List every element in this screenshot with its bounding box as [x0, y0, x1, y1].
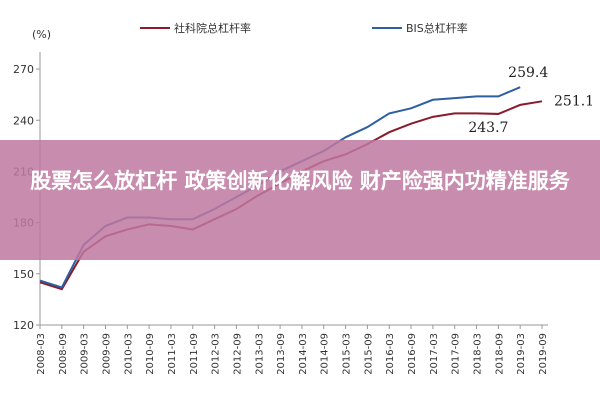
x-tick-label: 2010-03	[123, 333, 134, 375]
x-tick-label: 2015-09	[363, 333, 374, 375]
data-label: 251.1	[554, 93, 594, 109]
x-tick-label: 2016-09	[407, 333, 418, 375]
banner: 股票怎么放杠杆 政策创新化解风险 财产险强内功精准服务	[0, 140, 600, 260]
x-tick-label: 2019-09	[538, 333, 549, 375]
x-tick-label: 2008-03	[36, 333, 47, 375]
x-tick-label: 2013-09	[276, 333, 287, 375]
x-tick-label: 2016-03	[385, 333, 396, 375]
legend-label: 社科院总杠杆率	[174, 21, 251, 35]
y-tick-label: 240	[13, 114, 34, 127]
y-tick-label: 150	[13, 268, 34, 281]
x-tick-label: 2017-09	[451, 333, 462, 375]
data-label: 243.7	[468, 120, 508, 136]
x-tick-label: 2017-03	[429, 333, 440, 375]
x-tick-label: 2012-03	[211, 333, 222, 375]
x-tick-label: 2018-09	[494, 333, 505, 375]
x-tick-label: 2009-03	[80, 333, 91, 375]
x-tick-label: 2018-03	[473, 333, 484, 375]
x-tick-label: 2008-09	[58, 333, 69, 375]
legend-label: BIS总杠杆率	[406, 21, 468, 35]
unit-label: (%)	[32, 28, 51, 41]
x-tick-label: 2013-03	[254, 333, 265, 375]
x-tick-label: 2015-03	[342, 333, 353, 375]
x-tick-label: 2012-09	[232, 333, 243, 375]
x-tick-label: 2009-09	[101, 333, 112, 375]
x-tick-label: 2019-03	[516, 333, 527, 375]
y-tick-label: 270	[13, 63, 34, 76]
x-tick-label: 2014-03	[298, 333, 309, 375]
data-label: 259.4	[508, 65, 548, 81]
x-tick-label: 2014-09	[320, 333, 331, 375]
x-tick-label: 2011-09	[189, 333, 200, 375]
x-tick-label: 2010-09	[145, 333, 156, 375]
y-tick-label: 120	[13, 319, 34, 332]
x-tick-label: 2011-03	[167, 333, 178, 375]
